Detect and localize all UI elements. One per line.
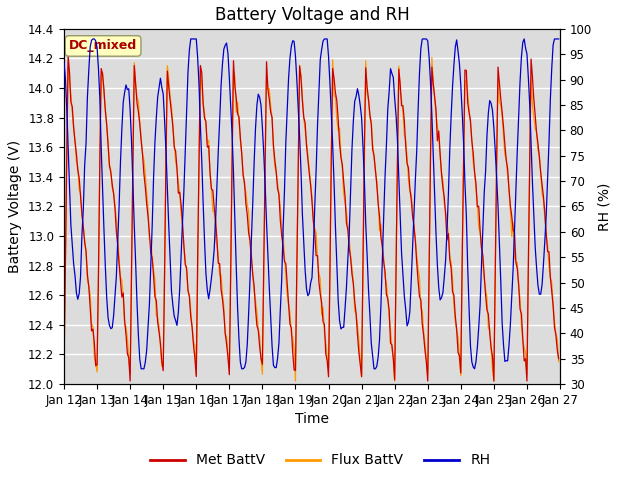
Legend: Met BattV, Flux BattV, RH: Met BattV, Flux BattV, RH (144, 448, 496, 473)
Text: DC_mixed: DC_mixed (69, 39, 137, 52)
Y-axis label: RH (%): RH (%) (598, 182, 612, 230)
Title: Battery Voltage and RH: Battery Voltage and RH (214, 6, 410, 24)
X-axis label: Time: Time (295, 412, 329, 426)
Y-axis label: Battery Voltage (V): Battery Voltage (V) (8, 140, 22, 273)
